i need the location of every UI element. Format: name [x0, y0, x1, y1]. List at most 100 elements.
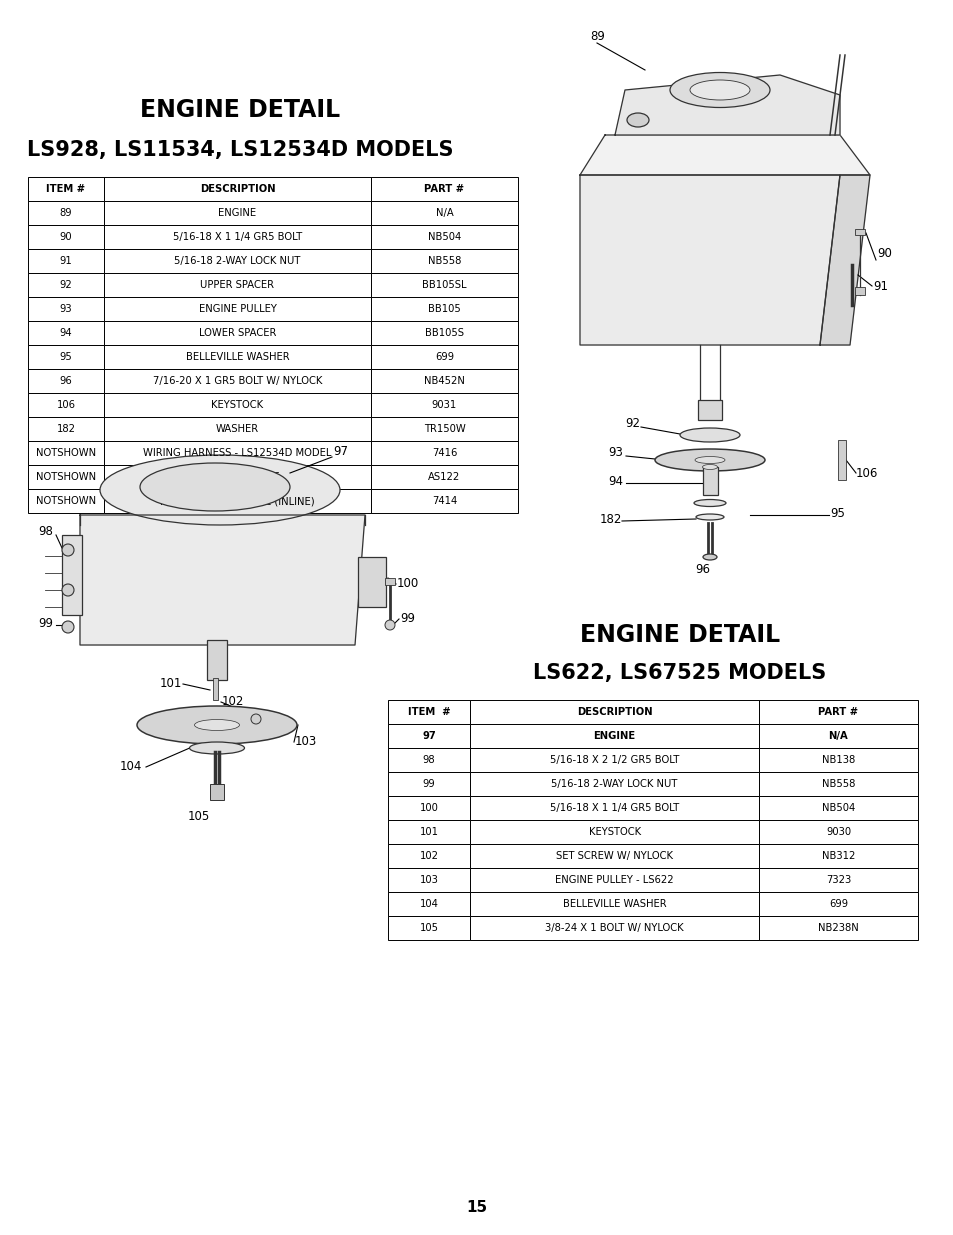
- Text: KEYSTOCK: KEYSTOCK: [588, 827, 640, 837]
- Text: BB105SL: BB105SL: [422, 280, 466, 290]
- Text: 699: 699: [435, 352, 454, 362]
- Bar: [104, 466, 371, 489]
- Bar: [388, 797, 470, 820]
- Text: 7416: 7416: [432, 448, 456, 458]
- Bar: [759, 916, 917, 940]
- Bar: [28, 345, 104, 369]
- Text: PART #: PART #: [818, 706, 858, 718]
- Bar: [28, 225, 104, 249]
- Text: 95: 95: [59, 352, 72, 362]
- Text: UPPER SPACER: UPPER SPACER: [200, 280, 274, 290]
- Bar: [388, 772, 470, 797]
- Text: 7414: 7414: [432, 496, 456, 506]
- Bar: [759, 797, 917, 820]
- Bar: [388, 700, 470, 724]
- Bar: [28, 369, 104, 393]
- Ellipse shape: [194, 720, 239, 730]
- Bar: [759, 724, 917, 748]
- Text: 97: 97: [333, 445, 348, 458]
- Text: LS622, LS67525 MODELS: LS622, LS67525 MODELS: [533, 663, 825, 683]
- Text: 106: 106: [855, 467, 878, 480]
- Bar: [104, 393, 371, 417]
- Bar: [470, 868, 759, 892]
- Bar: [104, 441, 371, 466]
- Bar: [28, 489, 104, 513]
- Bar: [104, 273, 371, 296]
- Bar: [371, 417, 517, 441]
- Text: N/A: N/A: [436, 207, 453, 219]
- Circle shape: [251, 714, 261, 724]
- Text: OIL DRAIN VALVE: OIL DRAIN VALVE: [195, 472, 279, 482]
- Bar: [104, 296, 371, 321]
- Text: ENGINE: ENGINE: [593, 731, 635, 741]
- Bar: [371, 249, 517, 273]
- Text: TR150W: TR150W: [423, 424, 465, 433]
- Bar: [388, 868, 470, 892]
- Text: N/A: N/A: [828, 731, 847, 741]
- Text: 92: 92: [59, 280, 72, 290]
- Text: 103: 103: [419, 876, 438, 885]
- Bar: [28, 441, 104, 466]
- Text: 98: 98: [38, 525, 52, 538]
- Polygon shape: [579, 175, 840, 345]
- Text: 9031: 9031: [432, 400, 456, 410]
- Ellipse shape: [626, 112, 648, 127]
- Text: 100: 100: [396, 577, 418, 590]
- Polygon shape: [80, 515, 365, 645]
- Bar: [371, 345, 517, 369]
- Text: 105: 105: [188, 810, 210, 823]
- Bar: [371, 466, 517, 489]
- Text: NB138: NB138: [821, 755, 854, 764]
- Text: NOTSHOWN: NOTSHOWN: [36, 496, 96, 506]
- Bar: [357, 557, 386, 606]
- Ellipse shape: [190, 742, 244, 755]
- Bar: [837, 440, 845, 480]
- Text: 89: 89: [589, 30, 604, 43]
- Bar: [759, 748, 917, 772]
- Text: NB558: NB558: [427, 256, 460, 266]
- Text: 102: 102: [222, 695, 244, 708]
- Text: 3/8-24 X 1 BOLT W/ NYLOCK: 3/8-24 X 1 BOLT W/ NYLOCK: [545, 923, 683, 932]
- Bar: [104, 177, 371, 201]
- Text: 89: 89: [60, 207, 72, 219]
- Text: 91: 91: [59, 256, 72, 266]
- Bar: [371, 369, 517, 393]
- Text: 99: 99: [399, 613, 415, 625]
- Text: PART #: PART #: [424, 184, 464, 194]
- Text: ITEM  #: ITEM #: [407, 706, 450, 718]
- Text: NB504: NB504: [428, 232, 460, 242]
- Text: 182: 182: [56, 424, 75, 433]
- Bar: [759, 772, 917, 797]
- Text: 91: 91: [872, 280, 887, 293]
- Bar: [470, 820, 759, 844]
- Circle shape: [62, 543, 74, 556]
- Ellipse shape: [701, 464, 717, 469]
- Text: KEYSTOCK: KEYSTOCK: [212, 400, 263, 410]
- Text: 5/16-18 X 2 1/2 GR5 BOLT: 5/16-18 X 2 1/2 GR5 BOLT: [549, 755, 679, 764]
- Text: 105: 105: [419, 923, 438, 932]
- Text: BELLEVILLE WASHER: BELLEVILLE WASHER: [186, 352, 289, 362]
- Bar: [854, 287, 864, 295]
- Bar: [388, 916, 470, 940]
- Bar: [854, 228, 864, 235]
- Bar: [388, 724, 470, 748]
- Bar: [759, 868, 917, 892]
- Text: LOWER SPACER: LOWER SPACER: [198, 329, 275, 338]
- Ellipse shape: [696, 514, 723, 520]
- Text: NB452N: NB452N: [424, 375, 464, 387]
- Ellipse shape: [693, 499, 725, 506]
- Bar: [28, 201, 104, 225]
- Bar: [104, 321, 371, 345]
- Bar: [28, 321, 104, 345]
- Text: 94: 94: [60, 329, 72, 338]
- Bar: [104, 201, 371, 225]
- Text: 15: 15: [466, 1199, 487, 1214]
- Bar: [207, 640, 227, 680]
- Bar: [104, 489, 371, 513]
- Text: BELLEVILLE WASHER: BELLEVILLE WASHER: [562, 899, 666, 909]
- Bar: [470, 748, 759, 772]
- Bar: [759, 820, 917, 844]
- Text: DESCRIPTION: DESCRIPTION: [199, 184, 275, 194]
- Text: 103: 103: [294, 735, 317, 748]
- Text: ENGINE PULLEY: ENGINE PULLEY: [198, 304, 276, 314]
